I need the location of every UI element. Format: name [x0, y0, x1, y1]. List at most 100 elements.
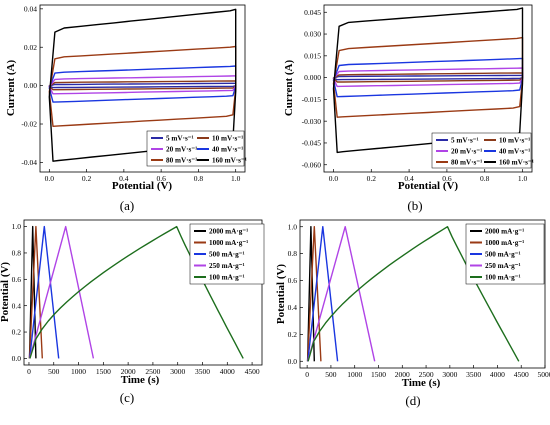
y-axis-label: Current (A) — [5, 60, 17, 117]
gcd-curve-1000 — [306, 226, 322, 362]
y-axis-label: Current (A) — [283, 60, 295, 117]
plot-frame — [39, 4, 246, 173]
gcd-curve-1000 — [28, 225, 43, 359]
legend-box — [431, 132, 532, 169]
y-tick-label: -0.04 — [21, 158, 37, 167]
legend-label-250: 250 mA·g⁻¹ — [209, 262, 245, 270]
x-tick-label: 500 — [325, 370, 337, 379]
gcd-curve-250 — [29, 225, 95, 359]
legend-label-20: 20 mV·s⁻¹ — [451, 148, 482, 156]
x-tick-label: 0.4 — [119, 174, 129, 183]
x-tick-label: 2500 — [419, 370, 434, 379]
x-tick-label: 2000 — [395, 370, 410, 379]
x-axis-label: Potential (V) — [398, 180, 459, 192]
y-tick-label: -0.045 — [302, 139, 322, 148]
x-tick-label: 0 — [27, 367, 31, 376]
y-tick-label: 0.4 — [288, 303, 298, 312]
y-tick-label: 0.030 — [304, 30, 321, 39]
plot-frame — [299, 219, 546, 369]
chart-panel-c: 0 500 1000 1500 2000 2500 3000 3500 4000 4500 0.0 0… — [0, 219, 265, 405]
x-tick-label: 1.0 — [518, 174, 528, 183]
x-tick-label: 0.0 — [45, 174, 55, 183]
x-tick-label: 4500 — [514, 370, 529, 379]
x-tick-label: 2500 — [145, 367, 160, 376]
x-tick-label: 500 — [48, 367, 60, 376]
legend: 5 mV·s⁻¹ 10 mV·s⁻¹ 20 mV·s⁻¹ 40 mV·s⁻¹ 80 mV… — [146, 130, 247, 167]
y-tick-label: 0.0 — [12, 354, 22, 363]
y-axis-label: Potential (V) — [0, 262, 11, 323]
x-tick-label: 0.8 — [480, 174, 490, 183]
legend-label-10: 10 mV·s⁻¹ — [212, 135, 243, 143]
x-tick-label: 4000 — [220, 367, 235, 376]
y-tick-label: 1.0 — [12, 222, 22, 231]
legend: 5 mV·s⁻¹ 10 mV·s⁻¹ 20 mV·s⁻¹ 40 mV·s⁻¹ 80 mV… — [431, 132, 534, 169]
gcd-curve-500 — [307, 226, 339, 362]
x-tick-label: 1000 — [71, 367, 86, 376]
x-tick-label: 2000 — [121, 367, 136, 376]
panel-label: (c) — [120, 390, 134, 405]
x-axis-label: Potential (V) — [112, 180, 173, 192]
panel-label: (a) — [120, 198, 134, 213]
x-tick-label: 0.0 — [329, 174, 339, 183]
panel-label: (b) — [407, 198, 422, 213]
x-tick-label: 0.6 — [156, 174, 166, 183]
cv-curve-160 — [48, 8, 237, 162]
y-tick-label: 0.2 — [12, 328, 22, 337]
legend-label-2000: 2000 mA·g⁻¹ — [209, 228, 248, 236]
y-tick-label: 1.0 — [288, 222, 298, 231]
y-tick-label: -0.030 — [302, 117, 322, 126]
cv-curve-10 — [48, 80, 237, 91]
x-tick-label: 1000 — [347, 370, 362, 379]
gcd-curve-250 — [307, 226, 376, 362]
x-axis-label: Time (s) — [402, 377, 441, 389]
legend: 2000 mA·g⁻¹ 1000 mA·g⁻¹ 500 mA·g⁻¹ 250 mA·g… — [189, 223, 265, 285]
legend-label-80: 80 mV·s⁻¹ — [166, 157, 197, 165]
y-tick-label: 0.04 — [24, 4, 37, 13]
legend-label-40: 40 mV·s⁻¹ — [212, 146, 243, 154]
x-tick-label: 0.8 — [194, 174, 204, 183]
y-tick-label: 0.6 — [288, 276, 298, 285]
legend-label-160: 160 mV·s⁻¹ — [499, 159, 534, 167]
legend-label-250: 250 mA·g⁻¹ — [485, 262, 521, 270]
gcd-curve-100 — [307, 226, 520, 362]
legend-label-100: 100 mA·g⁻¹ — [209, 274, 245, 282]
y-tick-label: 0.8 — [12, 249, 22, 258]
y-tick-label: 0.000 — [304, 73, 321, 82]
legend-label-80: 80 mV·s⁻¹ — [451, 159, 482, 167]
legend-label-10: 10 mV·s⁻¹ — [499, 137, 530, 145]
legend-label-1000: 1000 mA·g⁻¹ — [209, 239, 248, 247]
x-tick-label: 0.4 — [404, 174, 414, 183]
legend-label-40: 40 mV·s⁻¹ — [499, 148, 530, 156]
plot-frame — [323, 4, 533, 173]
cv-curve-80 — [332, 36, 524, 118]
x-tick-label: 4500 — [245, 367, 260, 376]
y-tick-label: -0.02 — [21, 120, 37, 129]
legend-label-500: 500 mA·g⁻¹ — [485, 251, 521, 259]
gcd-curve-100 — [29, 225, 244, 359]
chart-panel-b: 0.0 0.2 0.4 0.6 0.8 1.0 -0.060 -0.045 -0.030 -0.0… — [283, 4, 534, 213]
x-tick-label: 1500 — [96, 367, 111, 376]
cv-curve-40 — [332, 57, 524, 98]
legend-label-100: 100 mA·g⁻¹ — [485, 274, 521, 282]
y-axis-label: Potential (V) — [275, 264, 287, 325]
y-tick-label: 0.6 — [12, 275, 22, 284]
x-tick-label: 0 — [305, 370, 309, 379]
x-tick-label: 3000 — [442, 370, 457, 379]
x-tick-label: 3500 — [466, 370, 481, 379]
y-tick-label: -0.015 — [302, 95, 322, 104]
chart-panel-d: 0 500 1000 1500 2000 2500 3000 3500 4000 4500 500 0… — [275, 219, 550, 408]
legend-label-500: 500 mA·g⁻¹ — [209, 251, 245, 259]
y-tick-label: 0.0 — [288, 357, 298, 366]
x-tick-label: 1500 — [371, 370, 386, 379]
x-tick-label: 0.2 — [82, 174, 92, 183]
y-tick-label: 0.8 — [288, 249, 298, 258]
x-tick-label: 3500 — [195, 367, 210, 376]
y-tick-label: -0.060 — [302, 160, 322, 169]
x-tick-label: 0.2 — [367, 174, 377, 183]
cv-curve-160 — [332, 7, 524, 154]
legend-label-5: 5 mV·s⁻¹ — [166, 135, 194, 143]
legend-label-20: 20 mV·s⁻¹ — [166, 146, 197, 154]
y-tick-label: 0.015 — [304, 51, 321, 60]
plot-frame — [23, 219, 263, 366]
